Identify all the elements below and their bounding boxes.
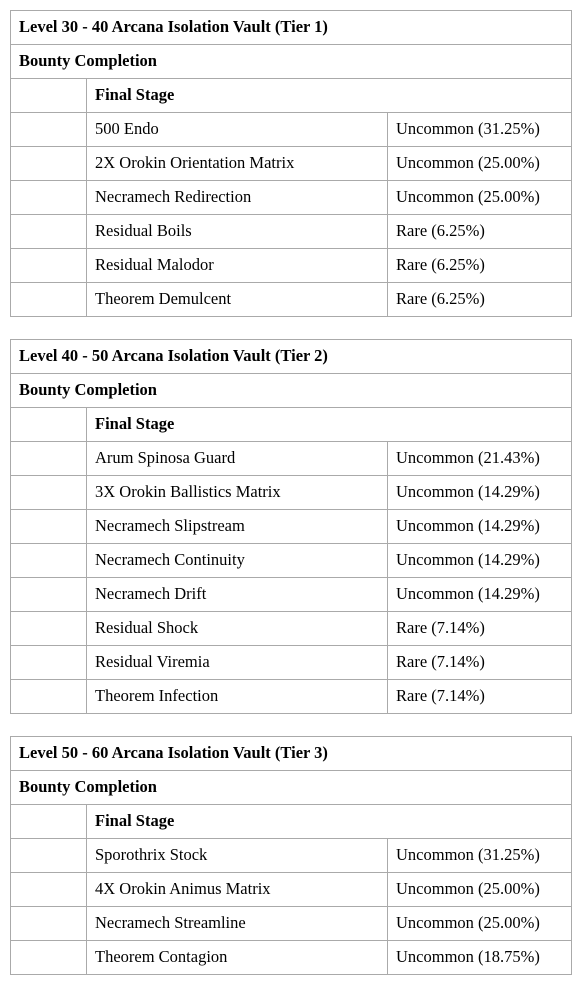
reward-item: Necramech Redirection — [87, 181, 388, 215]
table-row: Sporothrix StockUncommon (31.25%) — [11, 839, 572, 873]
reward-item: Residual Malodor — [87, 249, 388, 283]
reward-rarity: Uncommon (25.00%) — [388, 181, 572, 215]
table-row: Theorem ContagionUncommon (18.75%) — [11, 941, 572, 975]
table-row: Residual MalodorRare (6.25%) — [11, 249, 572, 283]
reward-item: 3X Orokin Ballistics Matrix — [87, 476, 388, 510]
reward-item: Necramech Streamline — [87, 907, 388, 941]
reward-item: Residual Shock — [87, 612, 388, 646]
reward-item: Necramech Drift — [87, 578, 388, 612]
reward-rarity: Uncommon (31.25%) — [388, 113, 572, 147]
reward-rarity: Uncommon (14.29%) — [388, 544, 572, 578]
indent-cell — [11, 873, 87, 907]
table-row: Necramech SlipstreamUncommon (14.29%) — [11, 510, 572, 544]
table-title: Level 40 - 50 Arcana Isolation Vault (Ti… — [11, 340, 572, 374]
table-row: Necramech RedirectionUncommon (25.00%) — [11, 181, 572, 215]
table-title: Level 30 - 40 Arcana Isolation Vault (Ti… — [11, 11, 572, 45]
reward-rarity: Rare (6.25%) — [388, 215, 572, 249]
indent-cell — [11, 79, 87, 113]
reward-rarity: Uncommon (21.43%) — [388, 442, 572, 476]
table-row: Theorem DemulcentRare (6.25%) — [11, 283, 572, 317]
reward-rarity: Uncommon (14.29%) — [388, 510, 572, 544]
table-row: 3X Orokin Ballistics MatrixUncommon (14.… — [11, 476, 572, 510]
reward-rarity: Uncommon (25.00%) — [388, 147, 572, 181]
table-title: Level 50 - 60 Arcana Isolation Vault (Ti… — [11, 737, 572, 771]
reward-item: Arum Spinosa Guard — [87, 442, 388, 476]
reward-rarity: Uncommon (25.00%) — [388, 873, 572, 907]
indent-cell — [11, 907, 87, 941]
reward-rarity: Uncommon (31.25%) — [388, 839, 572, 873]
indent-cell — [11, 805, 87, 839]
indent-cell — [11, 181, 87, 215]
indent-cell — [11, 249, 87, 283]
indent-cell — [11, 283, 87, 317]
table-row: Residual ViremiaRare (7.14%) — [11, 646, 572, 680]
indent-cell — [11, 476, 87, 510]
indent-cell — [11, 612, 87, 646]
table-row: Arum Spinosa GuardUncommon (21.43%) — [11, 442, 572, 476]
reward-rarity: Rare (7.14%) — [388, 680, 572, 714]
reward-item: Residual Boils — [87, 215, 388, 249]
indent-cell — [11, 680, 87, 714]
indent-cell — [11, 215, 87, 249]
indent-cell — [11, 578, 87, 612]
reward-table: Level 50 - 60 Arcana Isolation Vault (Ti… — [10, 736, 572, 975]
indent-cell — [11, 544, 87, 578]
reward-item: 500 Endo — [87, 113, 388, 147]
table-row: Residual BoilsRare (6.25%) — [11, 215, 572, 249]
indent-cell — [11, 113, 87, 147]
reward-rarity: Rare (7.14%) — [388, 612, 572, 646]
reward-rarity: Uncommon (14.29%) — [388, 578, 572, 612]
reward-item: Residual Viremia — [87, 646, 388, 680]
reward-item: Sporothrix Stock — [87, 839, 388, 873]
table-row: 2X Orokin Orientation MatrixUncommon (25… — [11, 147, 572, 181]
reward-rarity: Uncommon (25.00%) — [388, 907, 572, 941]
indent-cell — [11, 941, 87, 975]
reward-rarity: Uncommon (18.75%) — [388, 941, 572, 975]
indent-cell — [11, 839, 87, 873]
table-row: 4X Orokin Animus MatrixUncommon (25.00%) — [11, 873, 572, 907]
reward-item: Necramech Slipstream — [87, 510, 388, 544]
table-subheading: Bounty Completion — [11, 45, 572, 79]
table-row: Necramech StreamlineUncommon (25.00%) — [11, 907, 572, 941]
table-row: Residual ShockRare (7.14%) — [11, 612, 572, 646]
indent-cell — [11, 147, 87, 181]
stage-heading: Final Stage — [87, 805, 572, 839]
stage-heading: Final Stage — [87, 79, 572, 113]
tables-container: Level 30 - 40 Arcana Isolation Vault (Ti… — [10, 10, 571, 975]
indent-cell — [11, 510, 87, 544]
reward-rarity: Rare (6.25%) — [388, 283, 572, 317]
indent-cell — [11, 408, 87, 442]
reward-table: Level 30 - 40 Arcana Isolation Vault (Ti… — [10, 10, 572, 317]
table-row: 500 EndoUncommon (31.25%) — [11, 113, 572, 147]
reward-item: Theorem Contagion — [87, 941, 388, 975]
reward-rarity: Rare (6.25%) — [388, 249, 572, 283]
table-row: Theorem InfectionRare (7.14%) — [11, 680, 572, 714]
reward-item: 4X Orokin Animus Matrix — [87, 873, 388, 907]
reward-item: 2X Orokin Orientation Matrix — [87, 147, 388, 181]
reward-rarity: Rare (7.14%) — [388, 646, 572, 680]
indent-cell — [11, 442, 87, 476]
table-subheading: Bounty Completion — [11, 374, 572, 408]
reward-item: Necramech Continuity — [87, 544, 388, 578]
indent-cell — [11, 646, 87, 680]
reward-item: Theorem Infection — [87, 680, 388, 714]
reward-rarity: Uncommon (14.29%) — [388, 476, 572, 510]
reward-table: Level 40 - 50 Arcana Isolation Vault (Ti… — [10, 339, 572, 714]
reward-item: Theorem Demulcent — [87, 283, 388, 317]
stage-heading: Final Stage — [87, 408, 572, 442]
table-row: Necramech DriftUncommon (14.29%) — [11, 578, 572, 612]
table-row: Necramech ContinuityUncommon (14.29%) — [11, 544, 572, 578]
table-subheading: Bounty Completion — [11, 771, 572, 805]
